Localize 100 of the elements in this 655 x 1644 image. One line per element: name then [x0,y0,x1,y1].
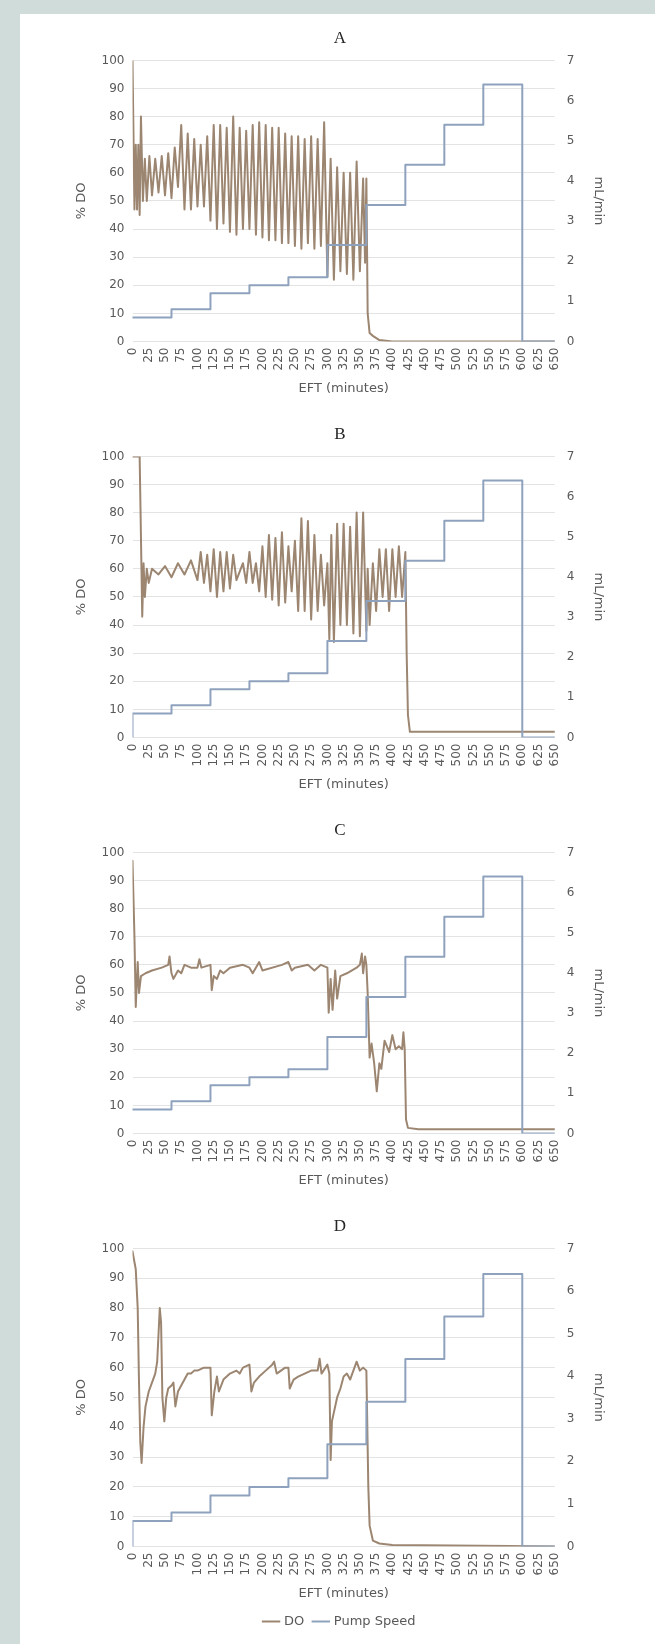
x-tick-label: 75 [173,1552,188,1568]
y-tick-label: 40 [109,617,125,632]
y2-tick-label: 0 [566,1538,575,1553]
y-tick-label: 10 [109,305,125,320]
x-axis-title: EFT (minutes) [298,1584,389,1600]
y-tick-label: 70 [109,928,125,943]
x-tick-label: 550 [481,347,496,371]
y2-tick-label: 5 [566,1325,575,1340]
x-tick-label: 375 [368,347,383,371]
y-tick-label: 60 [109,956,125,971]
x-tick-label: 275 [303,1552,318,1576]
y2-tick-label: 7 [566,844,575,859]
x-tick-label: 400 [384,743,399,767]
x-tick-label: 600 [514,347,529,371]
x-tick-label: 500 [449,743,464,767]
chart-title: D [333,1215,347,1235]
y2-tick-label: 7 [566,1240,575,1255]
y-axis-title: % DO [73,578,89,616]
x-tick-label: 475 [433,743,448,767]
x-tick-label: 325 [335,347,350,371]
x-tick-label: 300 [319,1552,334,1576]
y-tick-label: 50 [109,985,125,1000]
x-tick-label: 100 [189,1552,204,1576]
x-tick-label: 275 [303,743,318,767]
x-tick-label: 575 [498,743,513,767]
x-tick-label: 75 [173,743,188,759]
y-tick-label: 90 [109,872,125,887]
y-tick-label: 40 [109,221,125,236]
x-tick-label: 325 [335,1139,350,1163]
y2-axis-title: mL/min [591,572,607,622]
x-tick-label: 25 [140,1552,155,1568]
y-tick-label: 90 [109,1270,125,1285]
y2-tick-label: 2 [566,1453,575,1468]
x-tick-label: 375 [368,743,383,767]
x-tick-label: 325 [335,1552,350,1576]
y2-tick-label: 6 [566,92,575,107]
y2-tick-label: 1 [566,293,575,308]
y2-tick-label: 3 [566,609,575,624]
y2-tick-label: 6 [566,884,575,899]
x-tick-label: 300 [319,1139,334,1163]
x-tick-label: 400 [384,1552,399,1576]
x-tick-label: 450 [416,1139,431,1163]
x-tick-label: 425 [400,1139,415,1163]
x-tick-label: 250 [287,1139,302,1163]
x-tick-label: 525 [465,1139,480,1163]
y-tick-label: 10 [109,1508,125,1523]
x-tick-label: 425 [400,743,415,767]
y-tick-label: 50 [109,589,125,604]
y-tick-label: 100 [101,448,125,463]
y-tick-label: 20 [109,277,125,292]
y2-tick-label: 4 [566,568,575,583]
y-tick-label: 0 [116,1538,125,1553]
x-tick-label: 475 [433,347,448,371]
x-tick-label: 50 [157,1552,172,1568]
x-tick-label: 100 [189,1139,204,1163]
x-tick-label: 350 [352,1552,366,1576]
y-tick-label: 20 [109,1479,125,1493]
x-tick-label: 475 [433,1552,448,1576]
y-axis-title: % DO [73,1379,89,1416]
x-tick-label: 600 [514,1139,529,1163]
x-tick-label: 50 [157,1139,172,1155]
y-tick-label: 20 [109,673,125,688]
x-tick-label: 650 [546,1139,561,1163]
x-tick-label: 150 [222,1139,237,1163]
y2-tick-label: 3 [566,1005,575,1020]
y-tick-label: 0 [116,1125,125,1140]
x-tick-label: 225 [270,1552,285,1576]
x-tick-label: 100 [189,743,204,767]
y2-tick-label: 1 [566,689,575,704]
x-tick-label: 250 [287,743,302,767]
y-tick-label: 10 [109,1097,125,1112]
x-tick-label: 625 [530,743,545,767]
x-tick-label: 450 [416,743,431,767]
y-tick-label: 40 [109,1419,125,1434]
x-tick-label: 525 [465,1552,480,1576]
y-tick-label: 30 [109,645,125,660]
y-tick-label: 30 [109,249,125,264]
y-tick-label: 60 [109,164,125,179]
x-tick-label: 325 [335,743,350,767]
y2-tick-label: 7 [566,52,575,67]
x-tick-label: 150 [222,347,237,371]
x-tick-label: 125 [205,743,220,767]
x-tick-label: 175 [238,1552,253,1576]
x-tick-label: 150 [222,743,237,767]
chart-title: A [333,27,347,47]
x-tick-label: 100 [189,347,204,371]
x-tick-label: 425 [400,347,415,371]
y2-tick-label: 2 [566,649,575,664]
x-tick-label: 650 [546,743,561,767]
x-tick-label: 25 [140,347,155,363]
x-tick-label: 300 [319,347,334,371]
x-tick-label: 500 [449,1139,464,1163]
x-tick-label: 25 [140,1139,155,1155]
y2-tick-label: 2 [566,1045,575,1060]
y-tick-label: 40 [109,1013,125,1028]
x-tick-label: 600 [514,743,529,767]
x-tick-label: 225 [270,743,285,767]
y2-tick-label: 4 [566,172,575,187]
x-tick-label: 125 [205,347,220,371]
x-tick-label: 650 [546,1552,561,1576]
